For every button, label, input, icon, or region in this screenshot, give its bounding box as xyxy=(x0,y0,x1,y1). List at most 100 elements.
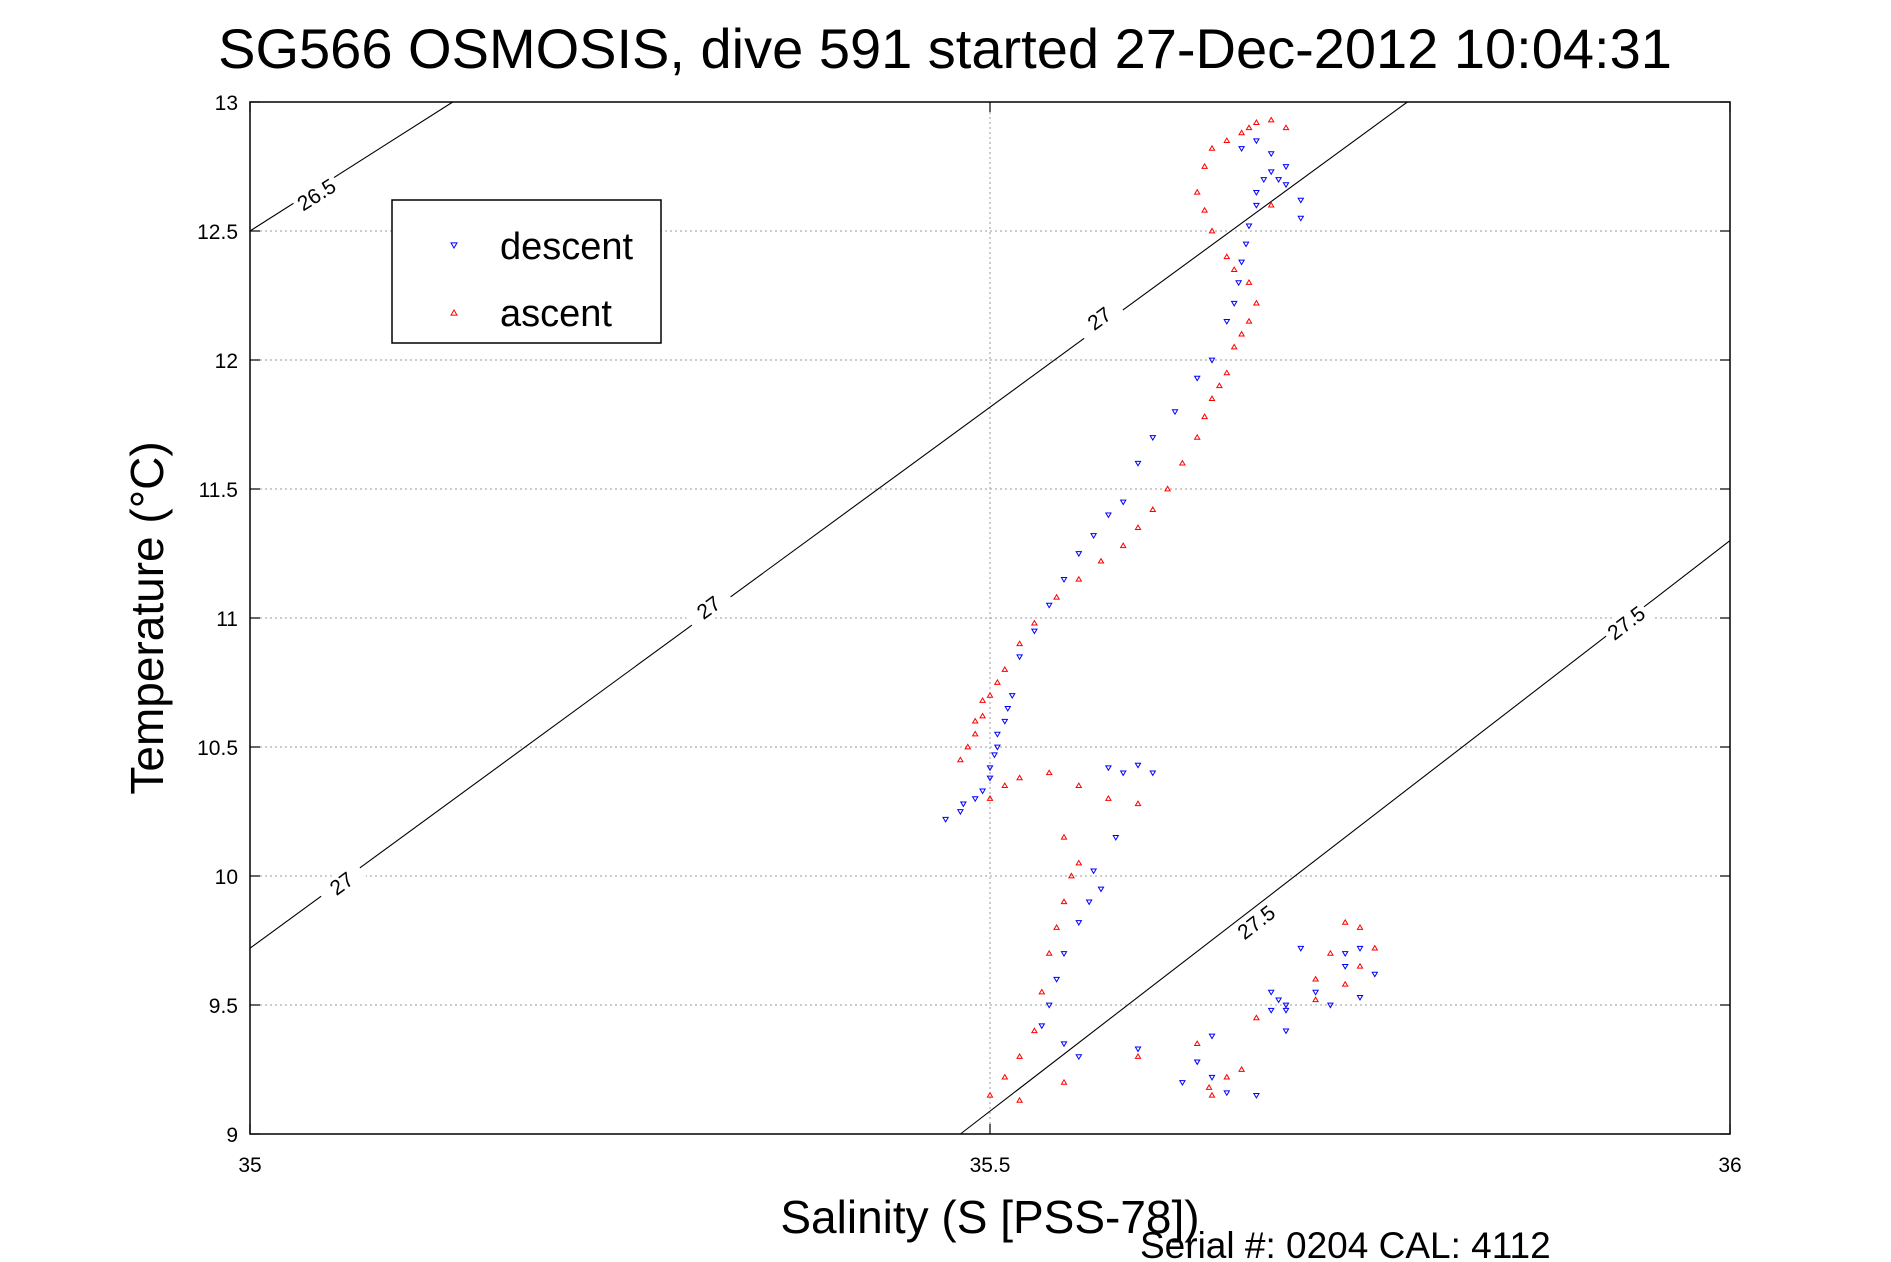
ascent-point xyxy=(1067,872,1075,879)
y-tick-label: 9.5 xyxy=(209,995,238,1018)
ascent-point xyxy=(1201,206,1209,213)
ascent-point xyxy=(986,691,994,698)
y-tick-label: 11 xyxy=(216,608,238,631)
descent-point xyxy=(1356,994,1364,1001)
descent-point xyxy=(1038,1023,1046,1030)
legend-box xyxy=(391,199,662,344)
descent-point xyxy=(1223,1090,1231,1097)
descent-point xyxy=(971,796,979,803)
ascent-point xyxy=(1075,859,1083,866)
ascent-point xyxy=(1208,227,1216,234)
descent-point xyxy=(1090,533,1098,540)
ascent-point xyxy=(1312,975,1320,982)
x-tick-label: 35 xyxy=(238,1154,261,1177)
descent-point xyxy=(1297,197,1305,204)
ascent-point xyxy=(1193,433,1201,440)
descent-point xyxy=(1245,223,1253,230)
ascent-point xyxy=(1134,800,1142,807)
descent-point xyxy=(1097,886,1105,893)
legend-marker-ascent xyxy=(450,309,458,316)
serial-cal-label: Serial #: 0204 CAL: 4112 xyxy=(1140,1225,1551,1262)
descent-point xyxy=(1267,169,1275,176)
contour-label-bg xyxy=(289,171,344,218)
ascent-point xyxy=(1238,330,1246,337)
descent-point xyxy=(993,731,1001,738)
descent-point xyxy=(1341,951,1349,957)
contour-label-bg xyxy=(682,583,736,632)
ascent-point xyxy=(993,678,1001,685)
descent-point xyxy=(1223,318,1231,325)
ascent-point xyxy=(1045,769,1053,776)
ascent-point xyxy=(1201,162,1209,169)
ascent-point xyxy=(1001,782,1009,789)
ascent-point xyxy=(1193,188,1201,195)
descent-point xyxy=(1230,300,1238,307)
descent-point xyxy=(1060,1041,1068,1048)
ascent-point xyxy=(1267,201,1275,208)
descent-point xyxy=(1326,1002,1334,1009)
descent-point xyxy=(979,788,987,795)
descent-point xyxy=(1030,628,1038,635)
descent-point xyxy=(1104,512,1112,519)
descent-point xyxy=(1297,945,1305,952)
descent-point xyxy=(1045,602,1053,609)
ascent-point xyxy=(1341,980,1349,987)
descent-point xyxy=(1134,762,1142,769)
descent-point xyxy=(1282,1007,1290,1014)
y-axis-label: Temperature (°C) xyxy=(121,441,173,794)
descent-point xyxy=(1267,1007,1275,1014)
ascent-point xyxy=(1178,459,1186,466)
legend-markers xyxy=(450,242,458,316)
ascent-point xyxy=(1252,119,1260,125)
ascent-point xyxy=(986,1091,994,1098)
descent-point xyxy=(1282,164,1290,171)
ascent-point xyxy=(956,756,964,763)
ascent-point xyxy=(1215,382,1223,389)
descent-point xyxy=(1008,693,1016,699)
ascent-point xyxy=(1252,1014,1260,1021)
descent-series xyxy=(942,138,1379,1099)
descent-point xyxy=(1252,202,1260,209)
ascent-point xyxy=(1208,395,1216,402)
ascent-point xyxy=(1282,124,1290,131)
isopycnal-line xyxy=(960,540,1731,1135)
contour-label-bg xyxy=(1073,294,1126,343)
ascent-point xyxy=(1193,1040,1201,1047)
descent-point xyxy=(1053,976,1061,983)
ascent-point xyxy=(1097,557,1105,564)
ascent-point xyxy=(1030,1027,1038,1034)
descent-point xyxy=(1267,989,1275,996)
ascent-point xyxy=(1356,962,1364,969)
ascent-point xyxy=(1104,795,1112,801)
y-tick-label: 11.5 xyxy=(199,479,238,502)
ascent-series xyxy=(956,116,1379,1103)
ascent-point xyxy=(1205,1083,1213,1090)
descent-point xyxy=(1252,138,1260,145)
ascent-point xyxy=(986,795,994,801)
ascent-point xyxy=(1326,949,1334,956)
descent-point xyxy=(1242,241,1250,248)
ascent-point xyxy=(1312,996,1320,1003)
descent-point xyxy=(1134,1046,1142,1053)
descent-point xyxy=(986,765,994,772)
descent-point xyxy=(1016,654,1024,661)
descent-point xyxy=(959,801,967,808)
ascent-point xyxy=(1208,1091,1216,1098)
ascent-point xyxy=(1245,124,1253,131)
descent-point xyxy=(1104,765,1112,772)
descent-point xyxy=(1208,1074,1216,1081)
x-axis-label: Salinity (S [PSS-78]) xyxy=(780,1191,1199,1243)
ascent-point xyxy=(1016,640,1024,647)
descent-point xyxy=(1208,357,1216,364)
ascent-point xyxy=(1223,369,1231,376)
descent-point xyxy=(1238,259,1246,266)
ascent-point xyxy=(1075,782,1083,789)
legend-entry-ascent: ascent xyxy=(500,293,612,335)
ascent-point xyxy=(1208,144,1216,151)
ascent-point xyxy=(1038,988,1046,995)
descent-point xyxy=(1193,1059,1201,1066)
ascent-point xyxy=(1030,619,1038,626)
ascent-point xyxy=(1060,1078,1068,1085)
x-tick-label: 36 xyxy=(1718,1154,1741,1177)
